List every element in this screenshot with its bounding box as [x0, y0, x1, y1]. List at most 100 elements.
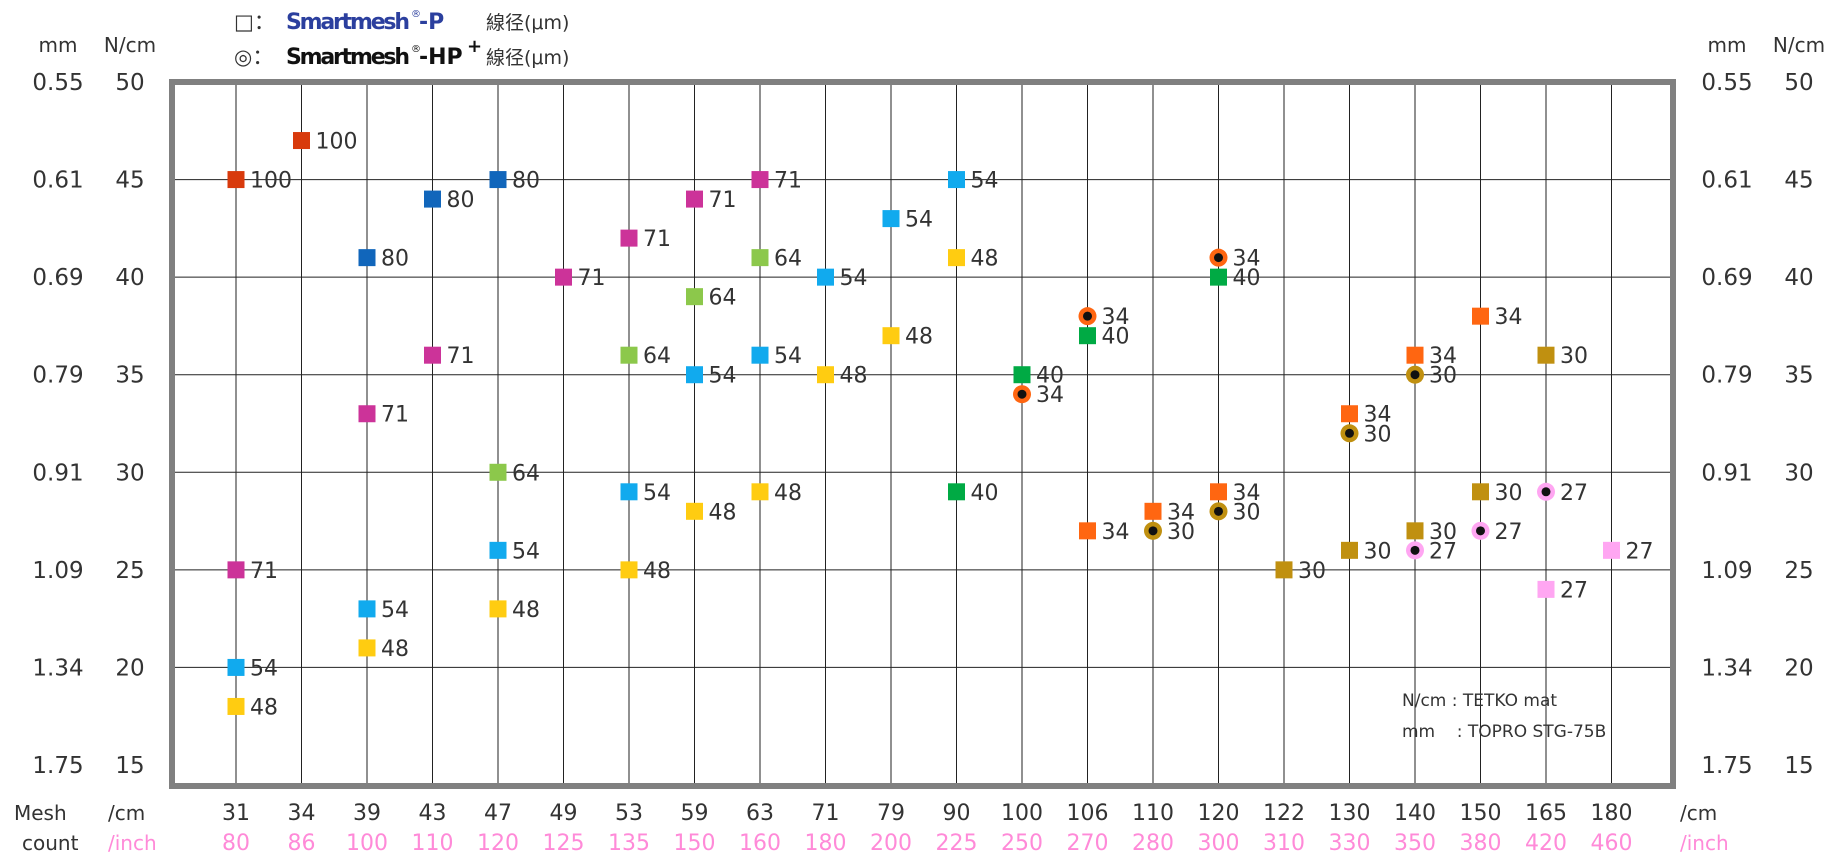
- p-marker: [227, 697, 245, 715]
- hp-marker-center: [1148, 526, 1158, 536]
- p-marker: [1406, 346, 1424, 364]
- right-ncm-header: N/cm: [1773, 33, 1825, 57]
- p-marker-label: 71: [447, 344, 475, 369]
- p-marker-label: 71: [381, 403, 409, 428]
- legend-p-brand: Smartmesh: [286, 10, 410, 35]
- p-marker: [1537, 346, 1555, 364]
- p-marker-label: 64: [774, 247, 802, 272]
- p-marker-label: 54: [840, 266, 868, 291]
- p-marker: [358, 639, 376, 657]
- p-marker: [1406, 522, 1424, 540]
- x-tick-label-cm: 53: [615, 801, 643, 826]
- p-marker: [1341, 541, 1358, 559]
- p-marker-label: 40: [971, 481, 999, 506]
- x-tick-label-cm: 106: [1067, 801, 1109, 826]
- p-marker-label: 34: [1495, 305, 1523, 330]
- p-marker-label: 30: [1298, 559, 1326, 584]
- p-marker-label: 54: [709, 364, 737, 389]
- x-tick-label-inch: 110: [412, 831, 454, 853]
- hp-marker-center: [1410, 545, 1420, 555]
- p-marker: [817, 366, 834, 384]
- p-marker-label: 54: [971, 169, 999, 194]
- x-tick-label-inch: 280: [1132, 831, 1174, 853]
- mesh-label: Mesh: [14, 801, 67, 825]
- x-tick-label-cm: 47: [484, 801, 512, 826]
- hp-marker-label: 34: [1102, 305, 1130, 330]
- p-marker-label: 71: [774, 169, 802, 194]
- p-marker: [948, 483, 965, 501]
- p-marker: [686, 502, 703, 520]
- p-marker-label: 80: [381, 247, 409, 272]
- x-tick-label-cm: 43: [419, 801, 447, 826]
- y-tick-label-ncm-left: 40: [115, 265, 144, 291]
- left-per-inch-label: /inch: [108, 831, 157, 853]
- p-marker: [882, 327, 900, 345]
- plot-frame: [169, 79, 1676, 789]
- p-marker: [1472, 483, 1489, 501]
- hp-marker-center: [1541, 487, 1551, 497]
- p-marker: [1472, 307, 1489, 325]
- p-marker: [489, 600, 507, 618]
- x-tick-label-cm: 63: [746, 801, 774, 826]
- p-marker: [489, 171, 507, 189]
- hp-marker-center: [1214, 506, 1223, 516]
- y-tick-label-ncm-right: 30: [1784, 460, 1813, 486]
- p-marker: [227, 171, 245, 189]
- x-tick-label-inch: 125: [543, 831, 585, 853]
- p-marker-label: 48: [381, 637, 409, 662]
- p-marker: [555, 268, 572, 286]
- p-marker-label: 34: [1167, 500, 1195, 525]
- p-marker-label: 54: [381, 598, 409, 623]
- x-tick-label-cm: 34: [288, 801, 316, 826]
- x-tick-label-inch: 180: [805, 831, 847, 853]
- x-tick-label-cm: 110: [1132, 801, 1174, 826]
- legend: □： Smartmesh ® -P 線径(μm) ◎： Smartmesh ® …: [234, 9, 569, 70]
- x-tick-label-inch: 150: [674, 831, 716, 853]
- p-marker: [817, 268, 834, 286]
- hp-marker-center: [1476, 526, 1485, 536]
- p-marker-label: 40: [1102, 325, 1130, 350]
- p-marker: [751, 249, 769, 267]
- p-marker-label: 71: [250, 559, 278, 584]
- p-marker: [424, 190, 441, 208]
- x-tick-label-inch: 270: [1067, 831, 1109, 853]
- p-marker: [1210, 268, 1227, 286]
- p-marker-label: 27: [1560, 578, 1588, 603]
- hp-marker-center: [1410, 370, 1420, 380]
- right-per-inch-label: /inch: [1680, 831, 1729, 853]
- p-marker-label: 48: [643, 559, 671, 584]
- p-marker-label: 54: [905, 208, 933, 233]
- axis-labels: 31 80 34 86 39 100 43 110 47 120 49 125 53 135 59 150 63…: [32, 70, 1813, 853]
- x-tick-label-inch: 250: [1001, 831, 1043, 853]
- hp-marker-center: [1017, 389, 1027, 399]
- y-tick-label-ncm-left: 30: [115, 460, 144, 486]
- p-marker-label: 48: [774, 481, 802, 506]
- hp-marker-label: 27: [1560, 481, 1588, 506]
- p-marker-label: 71: [578, 266, 606, 291]
- hp-marker-center: [1214, 253, 1223, 263]
- y-tick-label-mm-right: 0.69: [1701, 265, 1752, 291]
- y-tick-label-ncm-right: 40: [1784, 265, 1813, 291]
- p-marker-label: 54: [250, 656, 278, 681]
- p-marker-label: 27: [1626, 539, 1654, 564]
- p-marker-label: 80: [512, 169, 540, 194]
- x-tick-label-cm: 39: [353, 801, 381, 826]
- p-marker: [1079, 522, 1096, 540]
- p-marker-label: 100: [250, 169, 292, 194]
- legend-hp-symbol: ◎：: [234, 45, 273, 69]
- y-tick-label-ncm-left: 50: [115, 70, 144, 96]
- legend-hp-suffix: -HP: [419, 45, 463, 70]
- x-tick-label-cm: 49: [550, 801, 578, 826]
- x-tick-label-cm: 79: [877, 801, 905, 826]
- p-marker-label: 48: [971, 247, 999, 272]
- p-marker-label: 71: [709, 188, 737, 213]
- x-tick-label-inch: 350: [1394, 831, 1436, 853]
- legend-hp-brand: Smartmesh: [286, 45, 410, 70]
- p-marker: [358, 405, 376, 423]
- y-tick-label-ncm-right: 20: [1784, 655, 1813, 681]
- legend-p-label: 線径(μm): [486, 12, 569, 34]
- x-tick-label-cm: 71: [812, 801, 840, 826]
- p-marker: [620, 483, 638, 501]
- y-tick-label-mm-right: 1.09: [1701, 558, 1752, 584]
